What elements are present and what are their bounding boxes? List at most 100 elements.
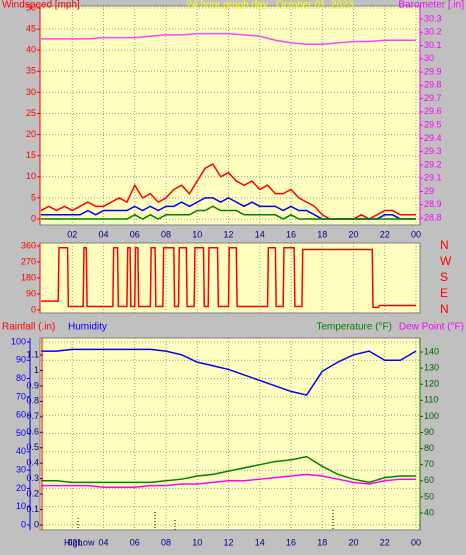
y2b-label: Dew Point (°F): [399, 322, 464, 333]
tick-label: 60: [424, 475, 434, 485]
tick-label: 100: [11, 336, 26, 346]
x-tick-label: 08: [161, 537, 171, 547]
series-line: [41, 455, 416, 484]
x-tick-label: 16: [286, 537, 296, 547]
tick-label: 29.6: [424, 106, 442, 116]
tick-label: 90: [16, 355, 26, 365]
tick-label: 30.3: [424, 13, 442, 23]
tick-label: 60: [16, 410, 26, 420]
x-tick-label: 20: [348, 537, 358, 547]
tick-label: 90: [26, 288, 36, 298]
direction-label: W: [440, 254, 452, 268]
x-tick-label: 12: [223, 537, 233, 547]
tick-label: 0: [31, 304, 36, 314]
direction-label: S: [440, 270, 448, 284]
tick-label: 15: [26, 150, 36, 160]
x-tick-label: 18: [317, 537, 327, 547]
direction-label: N: [440, 238, 449, 252]
tick-label: 50: [424, 491, 434, 501]
tick-label: 20: [26, 129, 36, 139]
x-tick-label: 14: [255, 537, 265, 547]
tick-label: 100: [424, 411, 439, 421]
tick-label: 30: [424, 53, 434, 63]
tick-label: 30: [26, 87, 36, 97]
direction-label: E: [440, 286, 448, 300]
y2-label: Barometer [.in]: [398, 0, 464, 11]
tick-label: 29.5: [424, 120, 442, 130]
tick-label: 80: [424, 443, 434, 453]
x-tick-label: 00: [411, 229, 421, 239]
tick-label: 29: [424, 186, 434, 196]
tick-label: 28.8: [424, 212, 442, 222]
tick-label: 40: [424, 507, 434, 517]
x-tick-label: 14: [255, 229, 265, 239]
tick-label: 50: [26, 2, 36, 12]
x-tick-label: 04: [98, 537, 108, 547]
tick-label: 28.9: [424, 199, 442, 209]
series-line: [41, 247, 416, 309]
series-line: [41, 473, 416, 488]
x-tick-label: 22: [380, 229, 390, 239]
x-tick-label: 12: [223, 229, 233, 239]
high-low-markers: [77, 510, 334, 530]
direction-label: N: [440, 302, 449, 316]
tick-label: 0: [21, 519, 26, 529]
tick-label: 29.7: [424, 93, 442, 103]
x-tick-label: 00: [411, 537, 421, 547]
y2-label: Temperature (°F): [316, 322, 392, 333]
tick-label: 5: [31, 192, 36, 202]
tick-label: 80: [16, 373, 26, 383]
tick-label: 70: [16, 391, 26, 401]
series-line: [41, 348, 417, 396]
tick-label: 45: [26, 23, 36, 33]
tick-label: 140: [424, 346, 439, 356]
direction-panel: [39, 242, 421, 314]
tick-label: 50: [16, 428, 26, 438]
tick-label: 0: [31, 213, 36, 223]
tick-label: 0.5: [26, 442, 39, 452]
layer: 02 04 06 08 10 12 14 16 18 20 22 000510152025303540…: [11, 2, 452, 547]
series-line: [41, 205, 416, 220]
tick-label: 30: [16, 464, 26, 474]
x-tick-label: 08: [161, 229, 171, 239]
tick-label: 270: [21, 256, 36, 266]
x-tick-label: 02: [67, 229, 77, 239]
tick-label: 180: [21, 272, 36, 282]
y-label: Humidity: [68, 322, 107, 333]
x-tick-label: 20: [348, 229, 358, 239]
x-tick-label: 22: [380, 537, 390, 547]
tick-label: 0.2: [26, 488, 39, 498]
y3-label: Rainfall (.in): [2, 322, 55, 333]
tick-label: 0.1: [26, 504, 39, 514]
tick-label: 0.7: [26, 411, 39, 421]
tick-label: 30.2: [424, 27, 442, 37]
tick-label: 0.3: [26, 473, 39, 483]
x-tick-label: 04: [98, 229, 108, 239]
tick-label: 0: [34, 519, 39, 529]
tick-label: 40: [16, 446, 26, 456]
tick-label: 70: [424, 459, 434, 469]
series-line: [41, 32, 416, 45]
annotation: Low: [78, 537, 95, 547]
tick-label: 30.1: [424, 40, 442, 50]
tick-label: 130: [424, 362, 439, 372]
x-tick-label: 18: [317, 229, 327, 239]
tick-label: 29.3: [424, 146, 442, 156]
tick-label: 25: [26, 108, 36, 118]
tick-label: 20: [16, 483, 26, 493]
tick-label: 1: [34, 365, 39, 375]
tick-label: 40: [26, 45, 36, 55]
y-label: Windspeed [mph]: [2, 0, 80, 11]
x-tick-label: 10: [192, 537, 202, 547]
x-tick-label: 06: [130, 229, 140, 239]
tick-label: 35: [26, 66, 36, 76]
tick-label: 10: [16, 501, 26, 511]
tick-label: 29.1: [424, 173, 442, 183]
chart-title: 24 hour graph day October 01, 2023: [187, 0, 354, 11]
tick-label: 0.8: [26, 396, 39, 406]
x-tick-label: 16: [286, 229, 296, 239]
tick-label: 1.1: [26, 349, 39, 359]
tick-label: 120: [424, 379, 439, 389]
x-tick-label: 06: [130, 537, 140, 547]
